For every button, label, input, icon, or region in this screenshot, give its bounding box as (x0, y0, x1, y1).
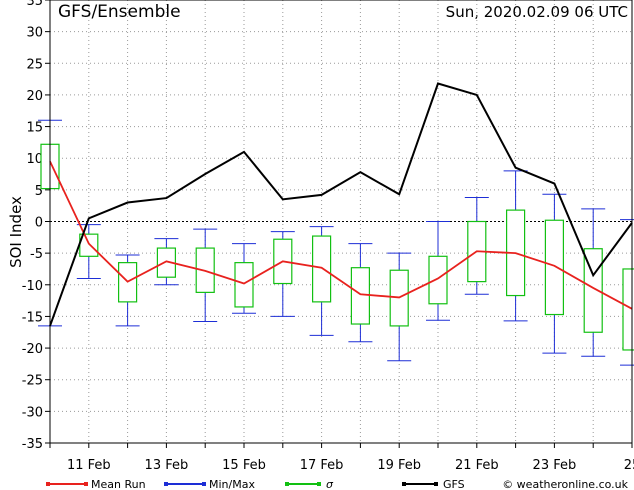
y-tick-label: 35 (26, 0, 43, 9)
legend-mean-run-marker-left (46, 482, 50, 486)
y-axis-label: SOI Index (7, 196, 25, 268)
x-tick-label: 13 Feb (145, 458, 189, 473)
y-tick-label: -20 (22, 342, 43, 357)
y-tick-label: 0 (35, 216, 43, 231)
legend-sigma-label: σ (326, 478, 334, 490)
plot-frame (49, 0, 633, 444)
sigma-box (544, 219, 565, 316)
legend-gfs-label: GFS (443, 478, 465, 490)
grid (49, 0, 633, 444)
x-tick-label: 25 (624, 458, 634, 473)
legend-min-max-label: Min/Max (209, 478, 255, 490)
credit-text: © weatheronline.co.uk (502, 478, 628, 490)
mean-run-line (49, 160, 633, 310)
y-tick-label: -15 (22, 310, 43, 325)
y-tick-label: 25 (26, 57, 43, 72)
y-tick-label: 10 (26, 152, 43, 167)
y-tick-label: -35 (22, 437, 43, 452)
legend: Mean Run Min/Max σ GFS © weatheronline.c… (46, 478, 629, 490)
x-tick-label: 21 Feb (455, 458, 499, 473)
legend-mean-run-marker-right (84, 482, 88, 486)
x-tick-label: 15 Feb (222, 458, 266, 473)
sigma-boxes (40, 143, 634, 351)
legend-gfs-marker-left (402, 482, 406, 486)
sigma-box (428, 255, 448, 305)
sigma-box (156, 247, 176, 278)
chart-title: GFS/Ensemble (58, 2, 181, 22)
x-tick-labels: 11 Feb 13 Feb 15 Feb 17 Feb 19 Feb 21 Feb 23 F… (49, 443, 634, 473)
legend-mean-run-label: Mean Run (91, 478, 146, 490)
x-tick-label: 19 Feb (377, 458, 421, 473)
sigma-box (350, 267, 370, 325)
x-tick-label: 17 Feb (300, 458, 344, 473)
run-timestamp: Sun, 2020.02.09 06 UTC (446, 3, 628, 21)
y-tick-label: 30 (26, 26, 43, 41)
y-tick-label: -10 (22, 279, 43, 294)
legend-sigma-marker-left (285, 482, 289, 486)
y-tick-labels: 35 30 25 20 15 10 5 0 -5 -10 -15 -20 -25 -30 -35 (22, 0, 50, 452)
sigma-box (234, 262, 254, 308)
y-tick-label: 15 (26, 121, 43, 136)
x-tick-label: 23 Feb (533, 458, 577, 473)
y-tick-label: -5 (30, 247, 43, 262)
gfs-line (49, 82, 633, 327)
legend-min-max-marker-right (202, 482, 206, 486)
legend-min-max-marker-left (164, 482, 168, 486)
y-tick-label: 5 (35, 184, 43, 199)
y-tick-label: 20 (26, 89, 43, 104)
legend-sigma-marker-right (317, 482, 321, 486)
y-tick-label: -30 (22, 405, 43, 420)
legend-gfs-marker-right (434, 482, 438, 486)
x-tick-label: 11 Feb (67, 458, 111, 473)
y-tick-label: -25 (22, 374, 43, 389)
sigma-box (312, 235, 332, 303)
